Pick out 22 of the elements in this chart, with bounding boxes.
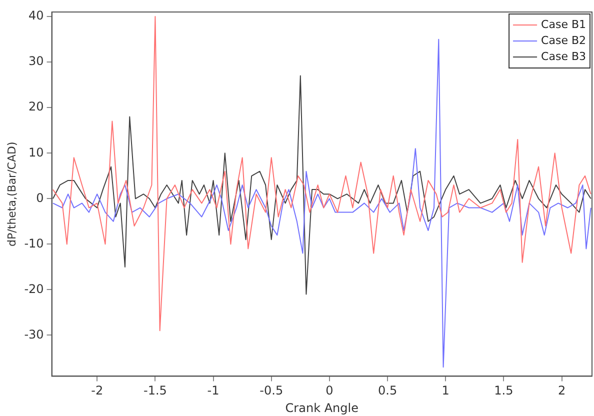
y-tick-label: 40	[28, 8, 44, 23]
legend-label: Case B2	[541, 34, 586, 47]
y-tick-label: 10	[28, 145, 44, 160]
legend-label: Case B1	[541, 18, 586, 31]
y-tick-label: -20	[24, 282, 44, 296]
x-tick-label: -1	[207, 384, 220, 398]
y-tick-label: 20	[28, 100, 44, 114]
x-tick-label: 1	[442, 384, 450, 398]
x-tick-label: 0	[326, 384, 334, 398]
x-axis-title: Crank Angle	[285, 400, 358, 415]
x-tick-label: 0.5	[378, 384, 398, 398]
y-tick-label: 30	[28, 54, 44, 68]
y-tick-label: -30	[24, 327, 44, 342]
x-tick-label: -1.5	[143, 384, 167, 398]
x-tick-label: -0.5	[260, 384, 284, 398]
x-tick-label: 2	[558, 384, 566, 398]
x-tick-label: -2	[91, 384, 104, 398]
x-tick-label: 1.5	[494, 384, 514, 398]
y-axis-title: dP/theta,(Bar/CAD)	[5, 142, 18, 246]
legend-label: Case B3	[541, 50, 586, 63]
y-tick-label: 0	[36, 190, 44, 205]
y-tick-label: -10	[24, 236, 44, 250]
